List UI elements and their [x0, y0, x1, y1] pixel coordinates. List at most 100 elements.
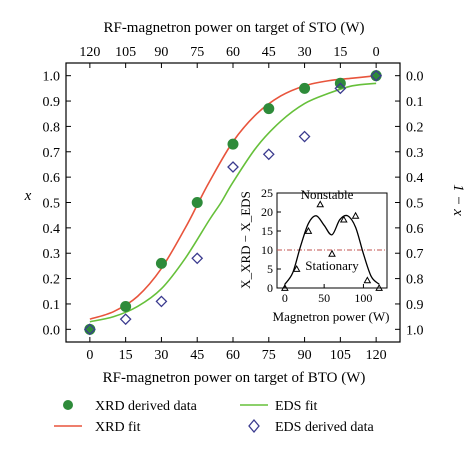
- inset-x-axis-title: Magnetron power (W): [273, 309, 390, 324]
- y-axis-title: x: [24, 188, 32, 204]
- legend-eds-data-marker: [248, 418, 260, 434]
- eds-data-point: [334, 82, 347, 95]
- x-axis-title: RF-magnetron power on target of BTO (W): [103, 370, 366, 386]
- x-tick-label: 15: [119, 348, 133, 363]
- y2-axis-title: 1 − x: [450, 184, 466, 216]
- inset-data-point: [304, 226, 313, 234]
- xrd-data-point: [155, 257, 167, 269]
- inset-data-point: [351, 211, 360, 219]
- y2-tick-label: 0.2: [406, 120, 424, 135]
- inset-data-point: [316, 200, 325, 208]
- main-tick-labels: 012015105309045756060754590301051512000.…: [43, 45, 424, 363]
- xrd-fit-line: [89, 74, 377, 320]
- y2-tick-label: 0.7: [406, 247, 424, 262]
- eds-data-point: [298, 130, 311, 143]
- eds-data-point: [227, 161, 239, 173]
- y2-tick-label: 1.0: [406, 323, 424, 338]
- inset-axes: 0 50 100 0 5 10 15 20 25: [261, 186, 372, 305]
- x2-tick-label: 15: [333, 45, 347, 60]
- inset-y-tick-label: 10: [261, 243, 273, 257]
- main-data-points: [83, 69, 383, 336]
- eds-data-point: [191, 252, 204, 265]
- y-tick-label: 0.9: [43, 95, 61, 110]
- x2-tick-label: 60: [226, 45, 240, 60]
- eds-data-point: [262, 148, 275, 161]
- inset-label-stationary: Stationary: [305, 258, 359, 273]
- xrd-data-point: [263, 103, 275, 115]
- xrd-data-point: [299, 82, 311, 94]
- x2-tick-label: 105: [115, 45, 136, 60]
- legend: XRD derived data EDS fit XRD fit EDS der…: [54, 399, 375, 435]
- eds-data-point: [83, 323, 96, 336]
- inset-x-tick-label: 50: [318, 291, 330, 305]
- y-tick-label: 0.3: [43, 247, 61, 262]
- x-tick-label: 30: [154, 348, 168, 363]
- inset-y-tick-label: 5: [267, 262, 273, 276]
- x2-tick-label: 30: [298, 45, 312, 60]
- inset-x-tick-label: 100: [354, 291, 372, 305]
- y-tick-label: 1.0: [43, 70, 61, 85]
- inset-fit-curve: [284, 214, 380, 285]
- main-fit-lines: [89, 74, 377, 323]
- inset-y-tick-label: 15: [261, 224, 273, 238]
- main-axes: [65, 62, 401, 343]
- xrd-data-point: [227, 138, 239, 150]
- y2-tick-label: 0.4: [406, 171, 424, 186]
- legend-eds-data-label: EDS derived data: [275, 420, 375, 435]
- y-tick-label: 0.7: [43, 146, 61, 161]
- main-plot: 012015105309045756060754590301051512000.…: [24, 20, 466, 386]
- inset-label-nonstable: Nonstable: [301, 187, 354, 202]
- y2-tick-label: 0.8: [406, 273, 424, 288]
- y-tick-label: 0.5: [43, 197, 61, 212]
- legend-eds-fit-label: EDS fit: [275, 399, 318, 414]
- legend-xrd-data-marker: [63, 400, 73, 410]
- legend-xrd-data-label: XRD derived data: [95, 399, 198, 414]
- xrd-data-point: [120, 300, 132, 312]
- inset-y-tick-label: 25: [261, 186, 273, 200]
- eds-data-point: [119, 313, 132, 326]
- inset-data-point: [375, 283, 383, 291]
- x2-tick-label: 120: [79, 45, 100, 60]
- x-tick-label: 105: [330, 348, 351, 363]
- y2-tick-label: 0.5: [406, 197, 424, 212]
- y-tick-label: 0.4: [43, 222, 61, 237]
- y-tick-label: 0.8: [43, 120, 61, 135]
- xrd-data-point: [191, 197, 203, 208]
- y2-tick-label: 0.6: [406, 222, 424, 237]
- y-tick-label: 0.2: [43, 273, 61, 288]
- inset-x-tick-label: 0: [282, 291, 288, 305]
- x2-tick-label: 75: [190, 45, 204, 60]
- eds-data-point: [370, 69, 383, 82]
- x-tick-label: 0: [86, 348, 93, 363]
- xrd-data-point: [84, 323, 96, 335]
- x2-axis-title: RF-magnetron power on target of STO (W): [103, 20, 364, 36]
- x2-tick-label: 45: [262, 45, 276, 60]
- y2-tick-label: 0.3: [406, 146, 424, 161]
- xrd-data-point: [370, 70, 382, 82]
- x-tick-label: 90: [298, 348, 312, 363]
- inset-plot: 0 50 100 0 5 10 15 20 25 Nonstable Stationary Ma…: [238, 186, 389, 324]
- x-tick-label: 120: [366, 348, 387, 363]
- inset-data-point: [292, 264, 301, 272]
- inset-data-points: [281, 200, 383, 291]
- x-tick-label: 75: [262, 348, 276, 363]
- y-tick-label: 0.0: [43, 323, 61, 338]
- inset-y-axis-title: X_XRD − X_EDS: [238, 191, 253, 289]
- inset-data-point: [363, 276, 372, 284]
- x2-tick-label: 0: [373, 45, 380, 60]
- eds-fit-line: [89, 82, 377, 323]
- inset-data-point: [339, 215, 348, 223]
- x2-tick-label: 90: [154, 45, 168, 60]
- inset-frame: [276, 192, 388, 289]
- y2-tick-label: 0.9: [406, 298, 424, 313]
- inset-y-tick-label: 0: [267, 281, 273, 295]
- legend-xrd-fit-label: XRD fit: [95, 420, 141, 435]
- inset-y-tick-label: 20: [261, 205, 273, 219]
- x-tick-label: 60: [226, 348, 240, 363]
- inset-data-point: [328, 249, 336, 257]
- x-tick-label: 45: [190, 348, 204, 363]
- y2-tick-label: 0.0: [406, 70, 424, 85]
- y2-tick-label: 0.1: [406, 95, 424, 110]
- y-tick-label: 0.1: [43, 298, 61, 313]
